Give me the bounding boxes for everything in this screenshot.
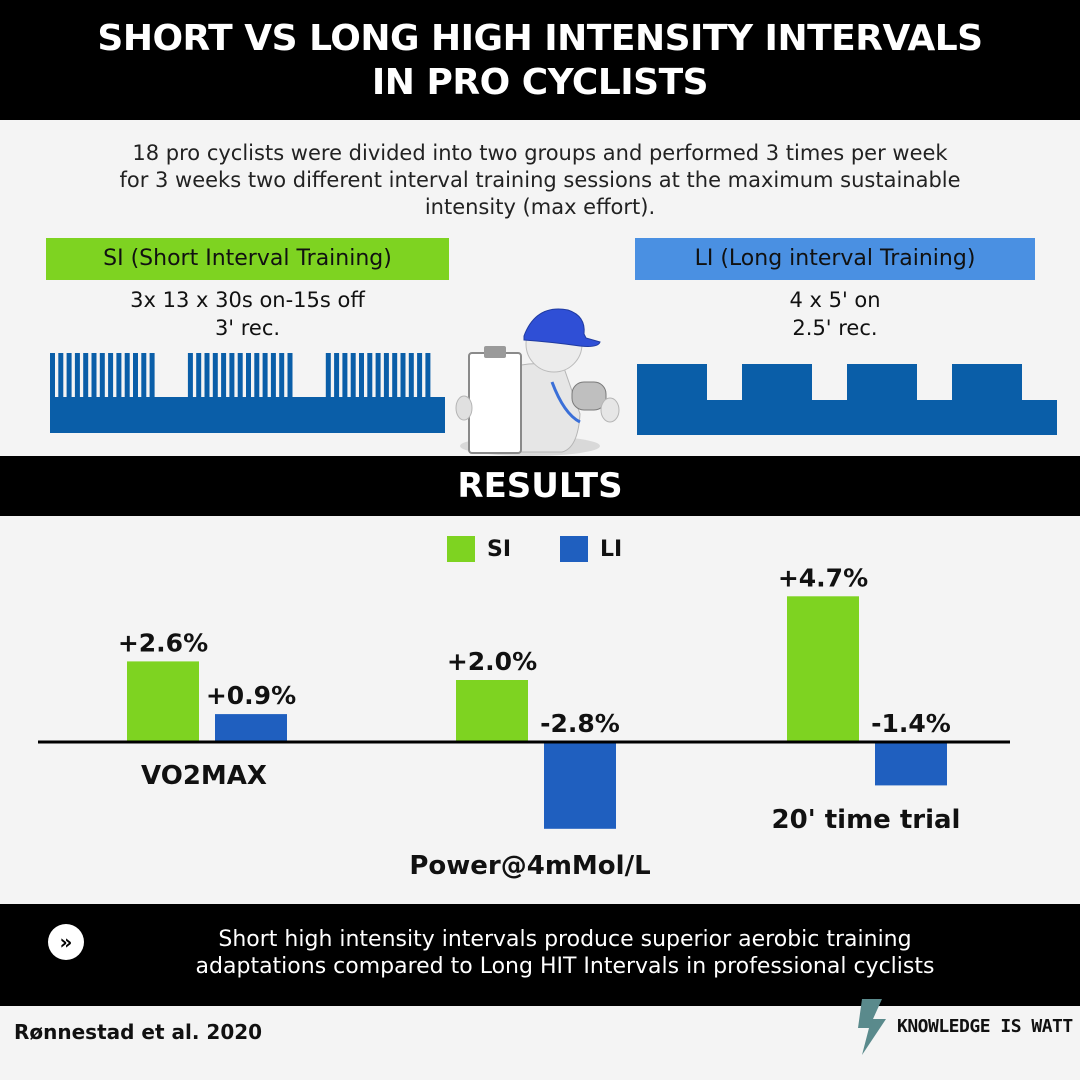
legend-swatch-li <box>560 536 588 562</box>
si-work-interval <box>124 353 130 397</box>
li-interval-pattern <box>637 364 1057 435</box>
si-work-interval <box>99 353 105 397</box>
li-work-interval <box>637 364 707 400</box>
results-bar-chart: +2.6% +0.9% VO2MAX +2.0% -2.8% Power@4mMol/L +… <box>38 563 1010 881</box>
si-work-interval <box>108 353 114 397</box>
study-description-line: intensity (max effort). <box>424 195 656 219</box>
si-work-interval <box>246 353 251 397</box>
data-label-si: +2.6% <box>118 628 208 657</box>
si-work-interval <box>149 353 155 397</box>
si-work-interval <box>204 353 210 397</box>
si-work-interval <box>141 353 147 397</box>
data-label-si: +2.0% <box>447 647 537 676</box>
si-work-interval <box>254 353 260 397</box>
double-chevron-right-icon: » <box>48 924 84 960</box>
si-work-interval <box>50 353 55 397</box>
si-work-interval <box>342 353 348 397</box>
study-description-line: for 3 weeks two different interval train… <box>119 168 961 192</box>
si-protocol-line: 3' rec. <box>214 316 281 340</box>
si-work-interval <box>66 353 72 397</box>
si-work-interval <box>383 353 389 397</box>
si-work-interval <box>221 353 227 397</box>
si-work-interval <box>417 353 423 397</box>
legend-swatch-si <box>447 536 475 562</box>
si-work-interval <box>375 353 381 397</box>
si-work-interval <box>187 353 193 397</box>
page-title-line-1: SHORT VS LONG HIGH INTENSITY INTERVALS <box>97 18 983 59</box>
takeaway-line: adaptations compared to Long HIT Interva… <box>195 954 935 979</box>
coach-figure-icon <box>455 308 620 456</box>
study-description: 18 pro cyclists were divided into two gr… <box>40 140 1040 221</box>
li-protocol-label: LI (Long interval Training) <box>635 238 1035 280</box>
takeaway-line: Short high intensity intervals produce s… <box>218 927 912 952</box>
li-protocol-line: 4 x 5' on <box>789 288 881 312</box>
li-protocol-line: 2.5' rec. <box>792 316 878 340</box>
category-label: Power@4mMol/L <box>409 851 650 881</box>
data-label-li: +0.9% <box>206 681 296 710</box>
si-work-interval <box>133 353 138 397</box>
li-work-interval <box>847 364 917 400</box>
si-work-interval <box>392 353 398 397</box>
si-work-interval <box>91 353 97 397</box>
si-work-interval <box>287 353 293 397</box>
lightning-bolt-icon <box>858 999 886 1055</box>
citation: Rønnestad et al. 2020 <box>14 1020 263 1044</box>
results-band: RESULTS <box>0 456 1080 516</box>
li-work-interval <box>952 364 1022 400</box>
title-band: SHORT VS LONG HIGH INTENSITY INTERVALS I… <box>0 0 1080 120</box>
si-work-interval <box>270 353 276 397</box>
li-work-interval <box>742 364 812 400</box>
data-label-li: -1.4% <box>871 709 951 738</box>
bar-li <box>875 742 947 786</box>
bar-si <box>456 680 528 742</box>
si-work-interval <box>83 353 89 397</box>
bar-li <box>215 714 287 742</box>
legend-item-li: LI <box>560 535 622 563</box>
legend-label-li: LI <box>600 536 623 562</box>
si-work-interval <box>359 353 364 397</box>
takeaway-band <box>0 904 1080 1006</box>
si-protocol-line: 3x 13 x 30s on-15s off <box>130 288 365 312</box>
bar-si <box>127 661 199 742</box>
category-label: VO2MAX <box>141 761 267 791</box>
study-description-line: 18 pro cyclists were divided into two gr… <box>132 141 948 165</box>
si-work-interval <box>325 353 331 397</box>
si-work-interval <box>425 353 431 397</box>
page-title-line-2: IN PRO CYCLISTS <box>371 62 709 103</box>
bar-li <box>544 742 616 829</box>
takeaway-text: Short high intensity intervals produce s… <box>100 926 1030 980</box>
si-work-interval <box>350 353 356 397</box>
legend-item-si: SI <box>447 535 511 563</box>
si-protocol-description: 3x 13 x 30s on-15s off 3' rec. <box>46 286 449 342</box>
si-work-interval <box>74 353 80 397</box>
si-work-interval <box>408 353 414 397</box>
li-pattern-base <box>637 400 1057 435</box>
si-work-interval <box>262 353 268 397</box>
category-label: 20' time trial <box>772 805 961 835</box>
si-work-interval <box>237 353 243 397</box>
li-protocol-description: 4 x 5' on 2.5' rec. <box>635 286 1035 342</box>
si-protocol-label: SI (Short Interval Training) <box>46 238 449 280</box>
results-title: RESULTS <box>457 466 623 506</box>
bar-si <box>787 596 859 742</box>
si-work-interval <box>212 353 218 397</box>
data-label-si: +4.7% <box>778 563 868 592</box>
legend-label-si: SI <box>487 536 512 562</box>
si-work-interval <box>196 353 202 397</box>
si-work-interval <box>334 353 340 397</box>
si-work-interval <box>367 353 373 397</box>
si-work-interval <box>400 353 406 397</box>
si-interval-pattern <box>50 353 445 433</box>
brand-name: KNOWLEDGE IS WATT <box>897 1016 1073 1037</box>
si-pattern-base <box>50 397 445 433</box>
si-work-interval <box>229 353 235 397</box>
si-work-interval <box>279 353 285 397</box>
si-work-interval <box>116 353 122 397</box>
si-work-interval <box>58 353 64 397</box>
data-label-li: -2.8% <box>540 709 620 738</box>
